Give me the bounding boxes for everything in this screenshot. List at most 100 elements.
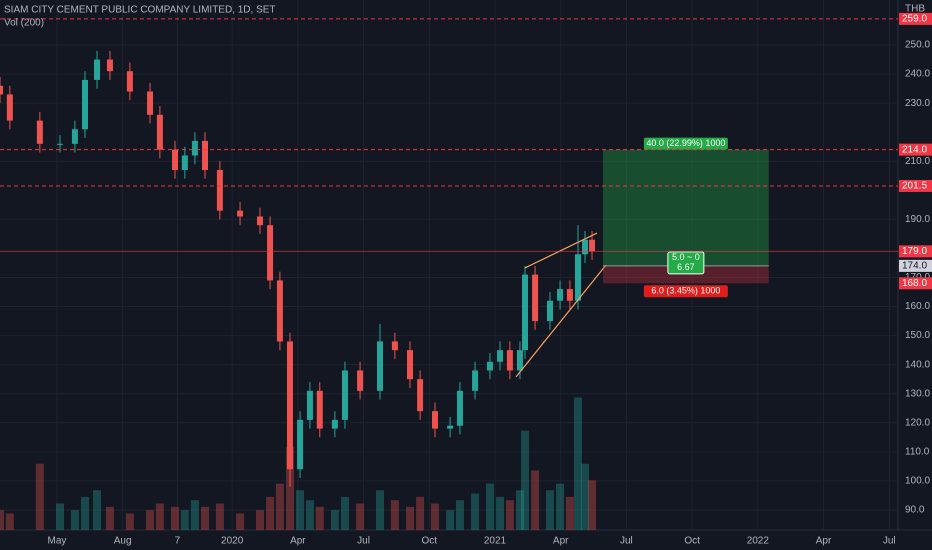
volume-bar [236,513,245,530]
price-tag [899,179,932,192]
volume-bar [556,483,565,530]
trendline [515,264,607,378]
candle-body [147,91,154,115]
candle-body [216,169,223,211]
x-tick-label: Jul [357,536,370,547]
price-tag-label: 214.0 [902,144,927,155]
volume-bar [471,493,480,530]
chart-title: SIAM CITY CEMENT PUBLIC COMPANY LIMITED,… [4,5,276,16]
price-tag [899,277,932,290]
candle-body [497,350,504,362]
volume-bar [56,503,65,530]
price-tag-label: 179.0 [902,246,927,257]
volume-bar [521,430,530,530]
x-tick-label: Apr [290,536,306,547]
price-tag-label: 174.0 [902,261,927,272]
volume-bar [105,506,114,530]
stop-label: 6.0 (3.45%) 1000 [651,286,720,296]
candle-body [516,350,523,371]
volume-bar [581,463,590,530]
volume-bar [531,470,540,530]
volume-bar [376,490,385,530]
volume-bar [588,480,597,530]
volume-bar [180,510,189,530]
candle-body [237,210,244,217]
candle-body [575,254,582,301]
candle-body [456,390,463,426]
target-label: 40.0 (22.99%) 1000 [646,138,725,148]
candle-body [36,120,43,144]
candle-body [417,379,424,412]
y-tick-label: 120.0 [905,417,930,428]
center-label: 6.67 [677,262,695,272]
y-tick-label: 140.0 [905,359,930,370]
candle-body [447,425,454,429]
price-tag [899,259,932,272]
candle-body [6,94,13,121]
candle-body [156,114,163,150]
price-tag-label: 168.0 [902,278,927,289]
y-tick-label: 100.0 [905,476,930,487]
candle-body [522,274,529,351]
currency: THB [905,4,925,15]
price-tag [899,245,932,258]
volume-bar [93,490,102,530]
center-label-box [667,251,705,275]
candle-body [297,419,304,470]
axis: 90.0 100.0 110.0 120.0 130.0 140.0 150.0 160.0 1… [47,12,932,547]
volume-bar [285,447,294,530]
candle-body [191,140,198,156]
y-tick-label: 150.0 [905,330,930,341]
candle-body [532,274,539,322]
volume-bar [496,496,505,530]
volume-bar [171,506,180,530]
candle-body [557,289,564,301]
center-label: 5.0 ~ 0 [672,252,700,262]
x-tick-label: Aug [114,536,132,547]
volume-bar [430,503,439,530]
y-tick-label: 210.0 [905,156,930,167]
volume-bar [201,506,210,530]
volume-bar [455,500,464,530]
volume-bar [296,490,305,530]
candle-body [566,289,573,301]
y-tick-label: 240.0 [905,69,930,80]
candle-body [267,225,274,281]
x-tick-label: Jul [883,536,896,547]
volume-bar [574,397,583,530]
volume-bar [340,496,349,530]
candle-body [276,280,283,342]
candle-body [391,341,398,351]
stop-label-box [643,285,728,298]
x-tick-label: Jul [620,536,633,547]
volume-bar [275,483,284,530]
volume-bar [190,500,199,530]
price-tag [899,143,932,156]
volume-bar [545,490,554,530]
x-tick-label: 2021 [484,536,507,547]
candle-body [0,85,3,95]
candle-body [256,216,263,226]
x-tick-label: Oct [422,536,438,547]
volume-bar [505,500,514,530]
volume-bar [315,506,324,530]
candle-body [357,370,364,391]
y-tick-label: 230.0 [905,98,930,109]
candle-body [407,350,414,380]
candle-body [94,59,101,80]
volume-bar [80,496,89,530]
candle-body [126,71,133,92]
y-tick-label: 90.0 [905,505,925,516]
volume-bar [390,500,399,530]
candle-body [172,149,179,170]
volume-bar [305,500,314,530]
target-zone [602,149,769,266]
target-label-box [643,137,728,150]
volume-bar [565,496,574,530]
candle-body [582,239,589,255]
price-tag [899,12,932,25]
candle-body [202,140,209,170]
price-tag-label: 201.5 [902,181,927,192]
